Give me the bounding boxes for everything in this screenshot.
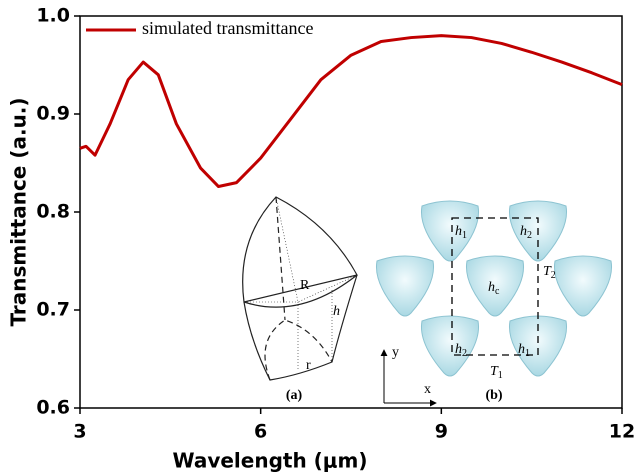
caption-b: (b): [485, 388, 502, 403]
caption-a: (a): [286, 388, 303, 403]
y-label: Transmittance (a.u.): [7, 97, 31, 326]
chart: 3 6 9 12 0.6 0.7 0.8 0.9 1.0 Wavelength (μm) Tra…: [0, 0, 636, 476]
x-tick-label: 12: [609, 421, 635, 443]
label-r: r: [306, 358, 311, 373]
line: [80, 36, 622, 187]
label-h: h: [333, 304, 340, 319]
label-T1: T1: [490, 364, 503, 381]
x-tick-label: 9: [435, 421, 448, 443]
label-x: x: [424, 382, 431, 397]
label-y: y: [392, 345, 399, 360]
y-tick-label: 1.0: [36, 5, 70, 27]
x-label: Wavelength (μm): [172, 449, 367, 473]
x-tick-label: 3: [73, 421, 86, 443]
y-tick-label: 0.7: [36, 299, 70, 321]
label-T2: T2: [543, 264, 556, 281]
y-tick-label: 0.9: [36, 103, 70, 125]
legend-label: simulated transmittance: [142, 18, 313, 38]
y-tick-label: 0.6: [36, 397, 70, 419]
y-tick-label: 0.8: [36, 201, 70, 223]
x-tick-label: 6: [254, 421, 267, 443]
label-R: R: [300, 278, 310, 293]
